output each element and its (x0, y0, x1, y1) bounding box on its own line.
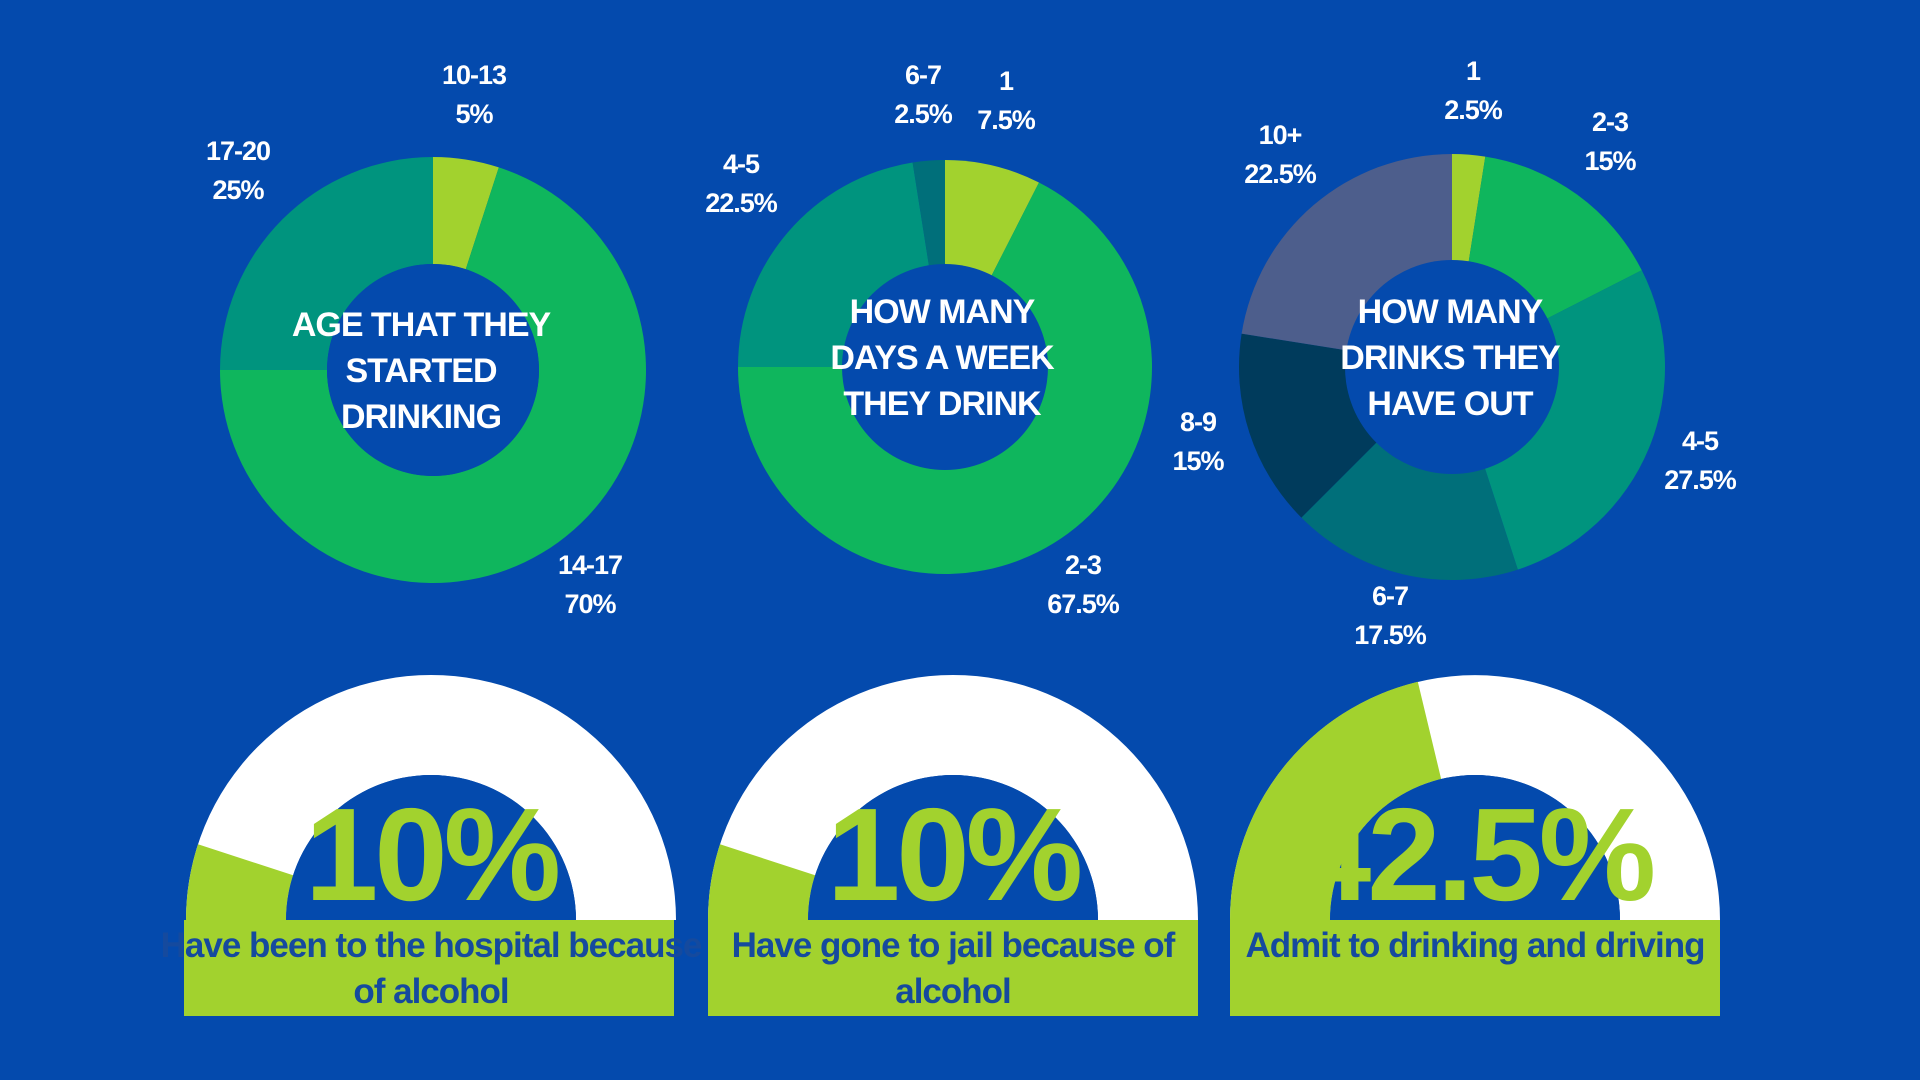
slice-17-20 (220, 157, 433, 370)
gauge-inner (1330, 775, 1620, 920)
gauge-track (708, 675, 1198, 920)
center-label-line: HOW MANY (1358, 293, 1544, 331)
slice-14-17 (220, 167, 646, 583)
slice-label-category: 10-13 (442, 60, 507, 90)
slice-label-category: 17-20 (206, 136, 270, 166)
gauge-caption-band (184, 920, 674, 1016)
gauge-2: 10%Have gone to jail because of alcohol (708, 675, 1198, 1016)
gauge-caption-line: Have been to the hospital because (161, 926, 702, 965)
gauge-inner (286, 775, 576, 920)
slice-label-category: 2-3 (1592, 107, 1629, 137)
center-label-line: DRINKING (341, 398, 501, 436)
gauge-1: 10%Have been to the hospital because of a… (161, 675, 703, 1016)
donut-chart-1: AGE THAT THEY STARTED DRINKING 10-13 5% 14-17… (206, 60, 646, 619)
center-label-line: HOW MANY (850, 293, 1036, 331)
slice-label-value: 2.5% (894, 99, 953, 129)
donut-hole (842, 264, 1048, 470)
slice-label-value: 15% (1172, 446, 1224, 476)
gauge-value: 10% (305, 781, 558, 928)
slice-label-category: 6-7 (905, 60, 941, 90)
slice-label-value: 22.5% (1244, 159, 1317, 189)
gauge-track (186, 675, 676, 920)
slice-label-category: 4-5 (1682, 426, 1719, 456)
gauge-caption-line: of alcohol (353, 972, 508, 1011)
slice-label-category: 1 (999, 66, 1014, 96)
center-label-line: THEY DRINK (843, 385, 1042, 423)
slice-label-category: 10+ (1259, 120, 1302, 150)
gauge-fill (1230, 681, 1442, 920)
slice-label-value: 70% (564, 589, 616, 619)
gauge-caption-band (708, 920, 1198, 1016)
slice-label-category: 1 (1466, 56, 1481, 86)
gauge-value: 10% (827, 781, 1080, 928)
donut-charts: AGE THAT THEY STARTED DRINKING 10-13 5% 14-17… (206, 56, 1738, 650)
slice-label-value: 25% (212, 175, 264, 205)
center-label-line: STARTED (345, 352, 496, 390)
gauge-value: 42.5% (1298, 781, 1653, 928)
donut-chart-2: HOW MANY DAYS A WEEK THEY DRINK 1 7.5% 2-3 67.… (705, 60, 1152, 619)
slice-label-category: 6-7 (1372, 581, 1408, 611)
gauge-caption-line: alcohol (895, 972, 1011, 1011)
slice-label-category: 2-3 (1065, 550, 1102, 580)
slice-label-value: 17.5% (1354, 620, 1427, 650)
slice-label-value: 5% (455, 99, 493, 129)
slice-label-value: 15% (1584, 146, 1636, 176)
slice-label-category: 4-5 (723, 149, 760, 179)
slice-10-13 (433, 157, 499, 270)
donut-chart-3: HOW MANY DRINKS THEY HAVE OUT 1 2.5% 2-3 15% 4-… (1172, 56, 1737, 650)
slice-label-value: 27.5% (1664, 465, 1737, 495)
slice-label-value: 22.5% (705, 188, 778, 218)
donut-hole (1345, 260, 1559, 474)
slice-label-value: 2.5% (1444, 95, 1503, 125)
donut-hole (327, 264, 539, 476)
gauge-caption-band (1230, 920, 1720, 1016)
gauge-fill (708, 844, 816, 920)
gauge-caption-line: Have gone to jail because of (732, 926, 1176, 965)
center-label-line: AGE THAT THEY (292, 306, 552, 344)
center-label-line: HAVE OUT (1367, 385, 1533, 423)
slice-label-category: 14-17 (558, 550, 622, 580)
slice-label-value: 67.5% (1047, 589, 1120, 619)
slice-label-value: 7.5% (977, 105, 1036, 135)
gauge-inner (808, 775, 1098, 920)
center-label-line: DAYS A WEEK (830, 339, 1055, 377)
slice-label-category: 8-9 (1180, 407, 1217, 437)
gauge-fill (186, 844, 294, 920)
gauge-caption-line: Admit to drinking and driving (1245, 926, 1704, 965)
center-label-line: DRINKS THEY (1340, 339, 1561, 377)
gauge-3: 42.5%Admit to drinking and driving (1230, 675, 1720, 1016)
